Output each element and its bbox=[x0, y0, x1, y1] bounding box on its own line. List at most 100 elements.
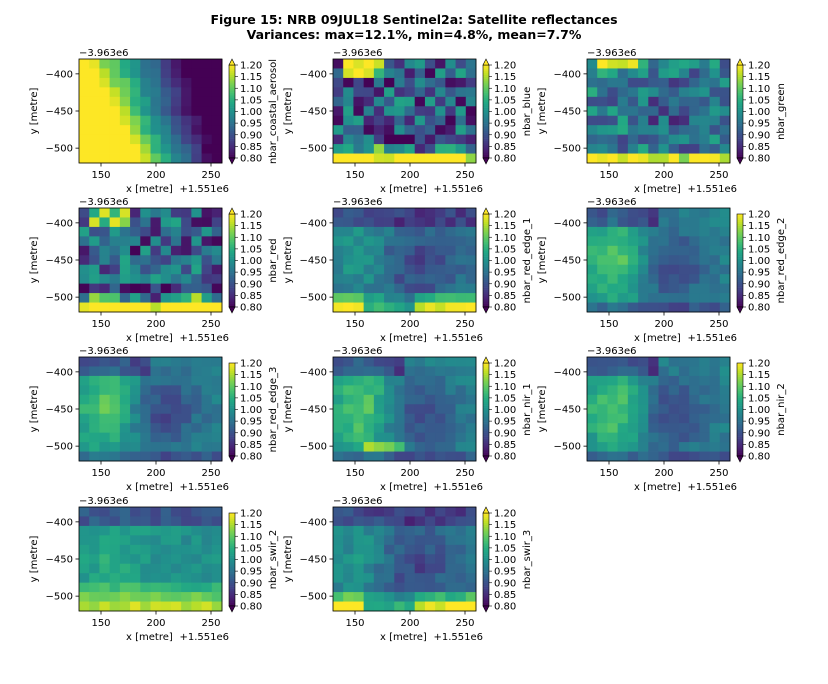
colorbar-label: nbar_swir_3 bbox=[522, 530, 533, 590]
colorbar-segment bbox=[229, 364, 235, 368]
colorbar-tick-label: 0.85 bbox=[494, 440, 516, 451]
heatmap-cell bbox=[79, 264, 90, 275]
heatmap-cell bbox=[719, 208, 731, 218]
heatmap-cell bbox=[689, 366, 700, 377]
heatmap-cell bbox=[404, 366, 416, 377]
heatmap-cell bbox=[353, 592, 365, 602]
heatmap-cell bbox=[414, 582, 426, 593]
heatmap-cell bbox=[201, 236, 213, 247]
heatmap-cell bbox=[160, 144, 172, 154]
heatmap-cell bbox=[333, 573, 344, 584]
colorbar-segment bbox=[229, 590, 235, 593]
colorbar-segment bbox=[737, 146, 743, 149]
x-axis-label: x [metre] bbox=[634, 184, 681, 195]
heatmap-cell bbox=[181, 385, 192, 396]
heatmap-cell bbox=[435, 115, 446, 126]
heatmap-cell bbox=[160, 106, 172, 117]
heatmap-cell bbox=[181, 274, 192, 285]
colorbar-segment bbox=[229, 262, 235, 265]
colorbar-segment bbox=[483, 270, 489, 273]
heatmap-cell bbox=[363, 226, 375, 237]
heatmap-cell bbox=[627, 59, 639, 69]
heatmap-cell bbox=[455, 283, 467, 294]
heatmap-cell bbox=[404, 144, 416, 154]
colorbar-tick-label: 0.85 bbox=[240, 291, 262, 302]
heatmap-cell bbox=[394, 293, 405, 303]
heatmap-cell bbox=[617, 125, 629, 136]
x-tick-label: 250 bbox=[455, 319, 474, 330]
heatmap-cell bbox=[353, 535, 365, 546]
heatmap-cell bbox=[617, 96, 629, 107]
colorbar-segment bbox=[483, 592, 489, 595]
heatmap-cell bbox=[89, 366, 100, 377]
heatmap-cell bbox=[617, 208, 629, 218]
heatmap-cell bbox=[191, 144, 202, 154]
colorbar-segment bbox=[483, 301, 489, 304]
y-tick-label: −400 bbox=[300, 218, 327, 229]
heatmap-cell bbox=[119, 442, 131, 452]
heatmap-cell bbox=[109, 68, 121, 79]
colorbar-segment bbox=[229, 452, 235, 455]
heatmap-cell bbox=[211, 432, 223, 443]
colorbar-segment bbox=[229, 388, 235, 391]
colorbar-segment bbox=[737, 392, 743, 395]
heatmap-cell bbox=[424, 236, 436, 247]
heatmap-cell bbox=[353, 283, 365, 294]
colorbar-segment bbox=[483, 229, 489, 232]
colorbar-segment bbox=[483, 274, 489, 277]
heatmap-cell bbox=[394, 592, 405, 602]
heatmap-cell bbox=[435, 106, 446, 117]
heatmap-cell bbox=[140, 573, 151, 584]
heatmap-cell bbox=[597, 115, 608, 126]
heatmap-cell bbox=[404, 535, 416, 546]
heatmap-cell bbox=[607, 274, 619, 285]
heatmap-cell bbox=[465, 217, 477, 228]
heatmap-cell bbox=[160, 255, 172, 266]
heatmap-cell bbox=[119, 544, 131, 555]
colorbar-segment bbox=[229, 80, 235, 83]
heatmap-cell bbox=[658, 385, 670, 396]
heatmap-cell bbox=[709, 451, 721, 462]
heatmap-cell bbox=[627, 366, 639, 377]
heatmap-cell bbox=[160, 394, 172, 405]
heatmap-cell bbox=[160, 573, 172, 584]
y-offset-label: −3.963e6 bbox=[333, 48, 383, 59]
heatmap-cell bbox=[678, 87, 690, 98]
heatmap-cell bbox=[424, 601, 436, 612]
heatmap-cell bbox=[363, 144, 375, 154]
heatmap-cell bbox=[140, 144, 151, 154]
heatmap-cell bbox=[424, 525, 436, 536]
heatmap-cell bbox=[119, 404, 131, 415]
colorbar-segment bbox=[483, 596, 489, 599]
colorbar-segment bbox=[483, 551, 489, 554]
colorbar-segment bbox=[229, 148, 235, 151]
y-tick-label: −450 bbox=[46, 405, 73, 416]
heatmap-cell bbox=[181, 592, 192, 602]
heatmap-cell bbox=[404, 357, 416, 367]
heatmap-cell bbox=[689, 125, 700, 136]
heatmap-cell bbox=[465, 375, 477, 386]
heatmap-cell bbox=[170, 264, 182, 275]
heatmap-cell bbox=[719, 385, 731, 396]
heatmap-cell bbox=[435, 544, 446, 555]
heatmap-cell bbox=[170, 442, 182, 452]
heatmap-cell bbox=[119, 375, 131, 386]
colorbar-segment bbox=[229, 88, 235, 91]
heatmap-cell bbox=[587, 404, 598, 415]
heatmap-cell bbox=[668, 442, 680, 452]
heatmap-cell bbox=[191, 394, 202, 405]
y-tick-label: −450 bbox=[46, 256, 73, 267]
colorbar-segment bbox=[737, 258, 743, 261]
heatmap-cell bbox=[455, 385, 467, 396]
heatmap-cell bbox=[343, 77, 354, 88]
colorbar-segment bbox=[483, 225, 489, 228]
heatmap-cell bbox=[363, 115, 375, 126]
heatmap-cell bbox=[455, 245, 467, 256]
heatmap-cell bbox=[191, 217, 202, 228]
heatmap-cell bbox=[668, 115, 680, 126]
heatmap-cell bbox=[191, 245, 202, 256]
colorbar-segment bbox=[737, 215, 743, 219]
heatmap-cell bbox=[160, 385, 172, 396]
heatmap-cell bbox=[363, 357, 375, 367]
heatmap-cell bbox=[638, 106, 649, 117]
